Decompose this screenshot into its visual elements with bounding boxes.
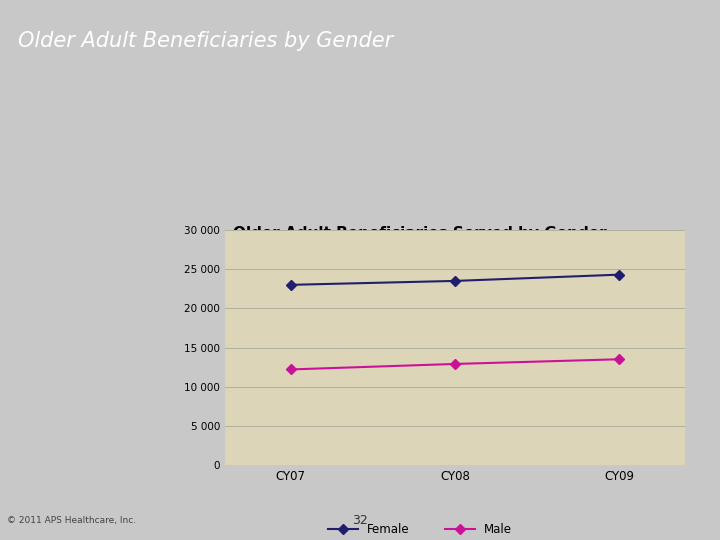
Text: Older Adult Beneficiaries Served by Gender: Older Adult Beneficiaries Served by Gend…	[233, 226, 607, 241]
Text: © 2011 APS Healthcare, Inc.: © 2011 APS Healthcare, Inc.	[7, 516, 136, 525]
Text: Older Adult Beneficiaries by Gender: Older Adult Beneficiaries by Gender	[18, 31, 393, 51]
Text: 32: 32	[352, 514, 368, 527]
Legend: Female, Male: Female, Male	[323, 518, 517, 540]
Text: CY07-09: CY07-09	[384, 262, 456, 276]
